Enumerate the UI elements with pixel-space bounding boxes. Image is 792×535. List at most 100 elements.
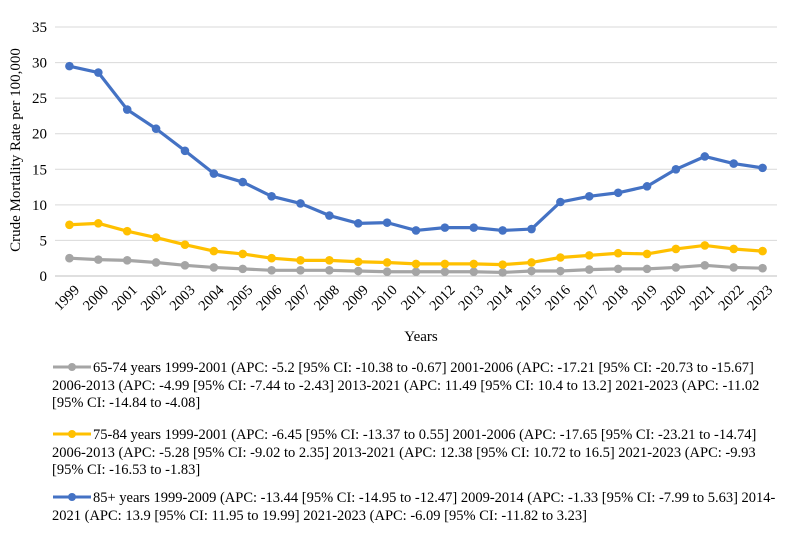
- y-tick-label: 20: [32, 127, 47, 143]
- data-point: [498, 268, 507, 277]
- data-point: [209, 246, 219, 256]
- data-point: [151, 124, 161, 134]
- data-point: [382, 267, 392, 277]
- x-tick-label: 2007: [282, 282, 314, 314]
- data-point: [613, 188, 623, 198]
- legend-label-75-84: 75-84 years 1999-2001 (APC: -6.45 [95% C…: [52, 427, 757, 478]
- data-point: [729, 159, 738, 168]
- legend-swatch-75-84: [53, 430, 91, 438]
- data-point: [758, 263, 767, 273]
- y-tick-label: 15: [32, 162, 47, 178]
- data-point: [382, 258, 392, 267]
- x-tick-label: 2017: [571, 282, 603, 314]
- data-point: [325, 256, 334, 265]
- legend-item-85plus: 85+ years 1999-2009 (APC: -13.44 [95% CI…: [52, 490, 780, 525]
- x-axis-label: Years: [404, 329, 438, 345]
- data-point: [382, 218, 392, 227]
- data-point: [180, 240, 190, 249]
- x-tick-label: 2012: [427, 282, 459, 314]
- legend-item-65-74: 65-74 years 1999-2001 (APC: -5.2 [95% CI…: [52, 360, 780, 413]
- data-point: [122, 256, 132, 265]
- data-point: [498, 226, 507, 235]
- data-point: [440, 259, 450, 269]
- y-tick-label: 0: [40, 269, 48, 285]
- y-tick-label: 35: [32, 20, 47, 36]
- data-point: [411, 267, 421, 277]
- x-tick-label: 2015: [513, 282, 545, 314]
- y-tick-label: 25: [32, 91, 47, 107]
- y-tick-label: 10: [32, 198, 47, 214]
- data-point: [353, 257, 363, 267]
- data-point: [527, 266, 536, 276]
- data-point: [556, 266, 565, 276]
- data-point: [267, 253, 276, 263]
- x-tick-label: 2006: [253, 282, 285, 314]
- legend-label-85plus: 85+ years 1999-2009 (APC: -13.44 [95% CI…: [52, 490, 776, 524]
- y-axis-label: Crude Mortality Rate per 100,000: [8, 48, 24, 252]
- data-point: [296, 199, 305, 208]
- y-tick-labels: 0 5 10 15 20 25 30 35: [32, 20, 47, 285]
- x-tick-label: 2003: [167, 282, 199, 314]
- y-tick-label: 30: [32, 56, 47, 72]
- data-point: [671, 164, 681, 174]
- x-tick-label: 2014: [484, 282, 516, 314]
- series-85plus: [65, 61, 767, 235]
- data-point: [700, 241, 710, 250]
- x-tick-label: 2018: [600, 282, 632, 314]
- data-point: [613, 248, 623, 258]
- data-point: [469, 223, 479, 232]
- x-tick-label: 2010: [369, 282, 401, 314]
- data-point: [267, 266, 276, 275]
- x-tick-label: 2001: [109, 282, 141, 314]
- data-point: [642, 264, 652, 274]
- data-point: [238, 249, 248, 259]
- data-point: [556, 197, 565, 207]
- x-tick-labels: 1999200020012002200320042005200620072008…: [51, 282, 776, 314]
- y-tick-label: 5: [40, 233, 48, 249]
- data-point: [411, 259, 421, 269]
- x-tick-label: 2016: [542, 282, 574, 314]
- data-point: [758, 163, 767, 173]
- data-point: [353, 266, 363, 276]
- data-point: [267, 192, 276, 201]
- series-75-84: [65, 219, 767, 269]
- data-point: [65, 61, 74, 71]
- x-tick-label: 2002: [138, 282, 170, 314]
- data-point: [180, 146, 190, 156]
- data-point: [613, 264, 623, 274]
- x-tick-label: 2000: [80, 282, 112, 314]
- gridlines: [55, 26, 777, 241]
- x-tick-label: 2008: [311, 282, 343, 314]
- data-point: [440, 223, 450, 232]
- data-point: [671, 244, 681, 254]
- data-point: [700, 152, 710, 161]
- data-point: [151, 258, 161, 267]
- x-tick-label: 2013: [456, 282, 488, 314]
- data-point: [325, 211, 334, 220]
- x-tick-label: 2020: [658, 282, 690, 314]
- x-tick-label: 2021: [687, 282, 719, 314]
- legend-label-65-74: 65-74 years 1999-2001 (APC: -5.2 [95% CI…: [52, 360, 760, 411]
- data-point: [209, 263, 219, 272]
- data-point: [469, 259, 479, 269]
- x-tick-label: 2005: [225, 282, 257, 314]
- data-point: [65, 253, 74, 263]
- data-point: [527, 258, 536, 267]
- data-point: [238, 177, 248, 187]
- data-point: [209, 169, 219, 178]
- data-point: [65, 220, 74, 230]
- data-point: [122, 226, 132, 236]
- x-tick-label: 2011: [398, 282, 429, 313]
- series-lines: [65, 61, 767, 277]
- series-line-85plus: [69, 64, 763, 233]
- data-point: [122, 105, 132, 114]
- data-point: [671, 263, 681, 272]
- x-tick-label: 1999: [51, 282, 83, 314]
- x-tick-label: 2004: [196, 282, 228, 314]
- data-point: [296, 256, 305, 265]
- data-point: [498, 260, 507, 269]
- x-tick-label: 2023: [744, 282, 776, 314]
- data-point: [758, 246, 767, 256]
- data-point: [642, 182, 652, 191]
